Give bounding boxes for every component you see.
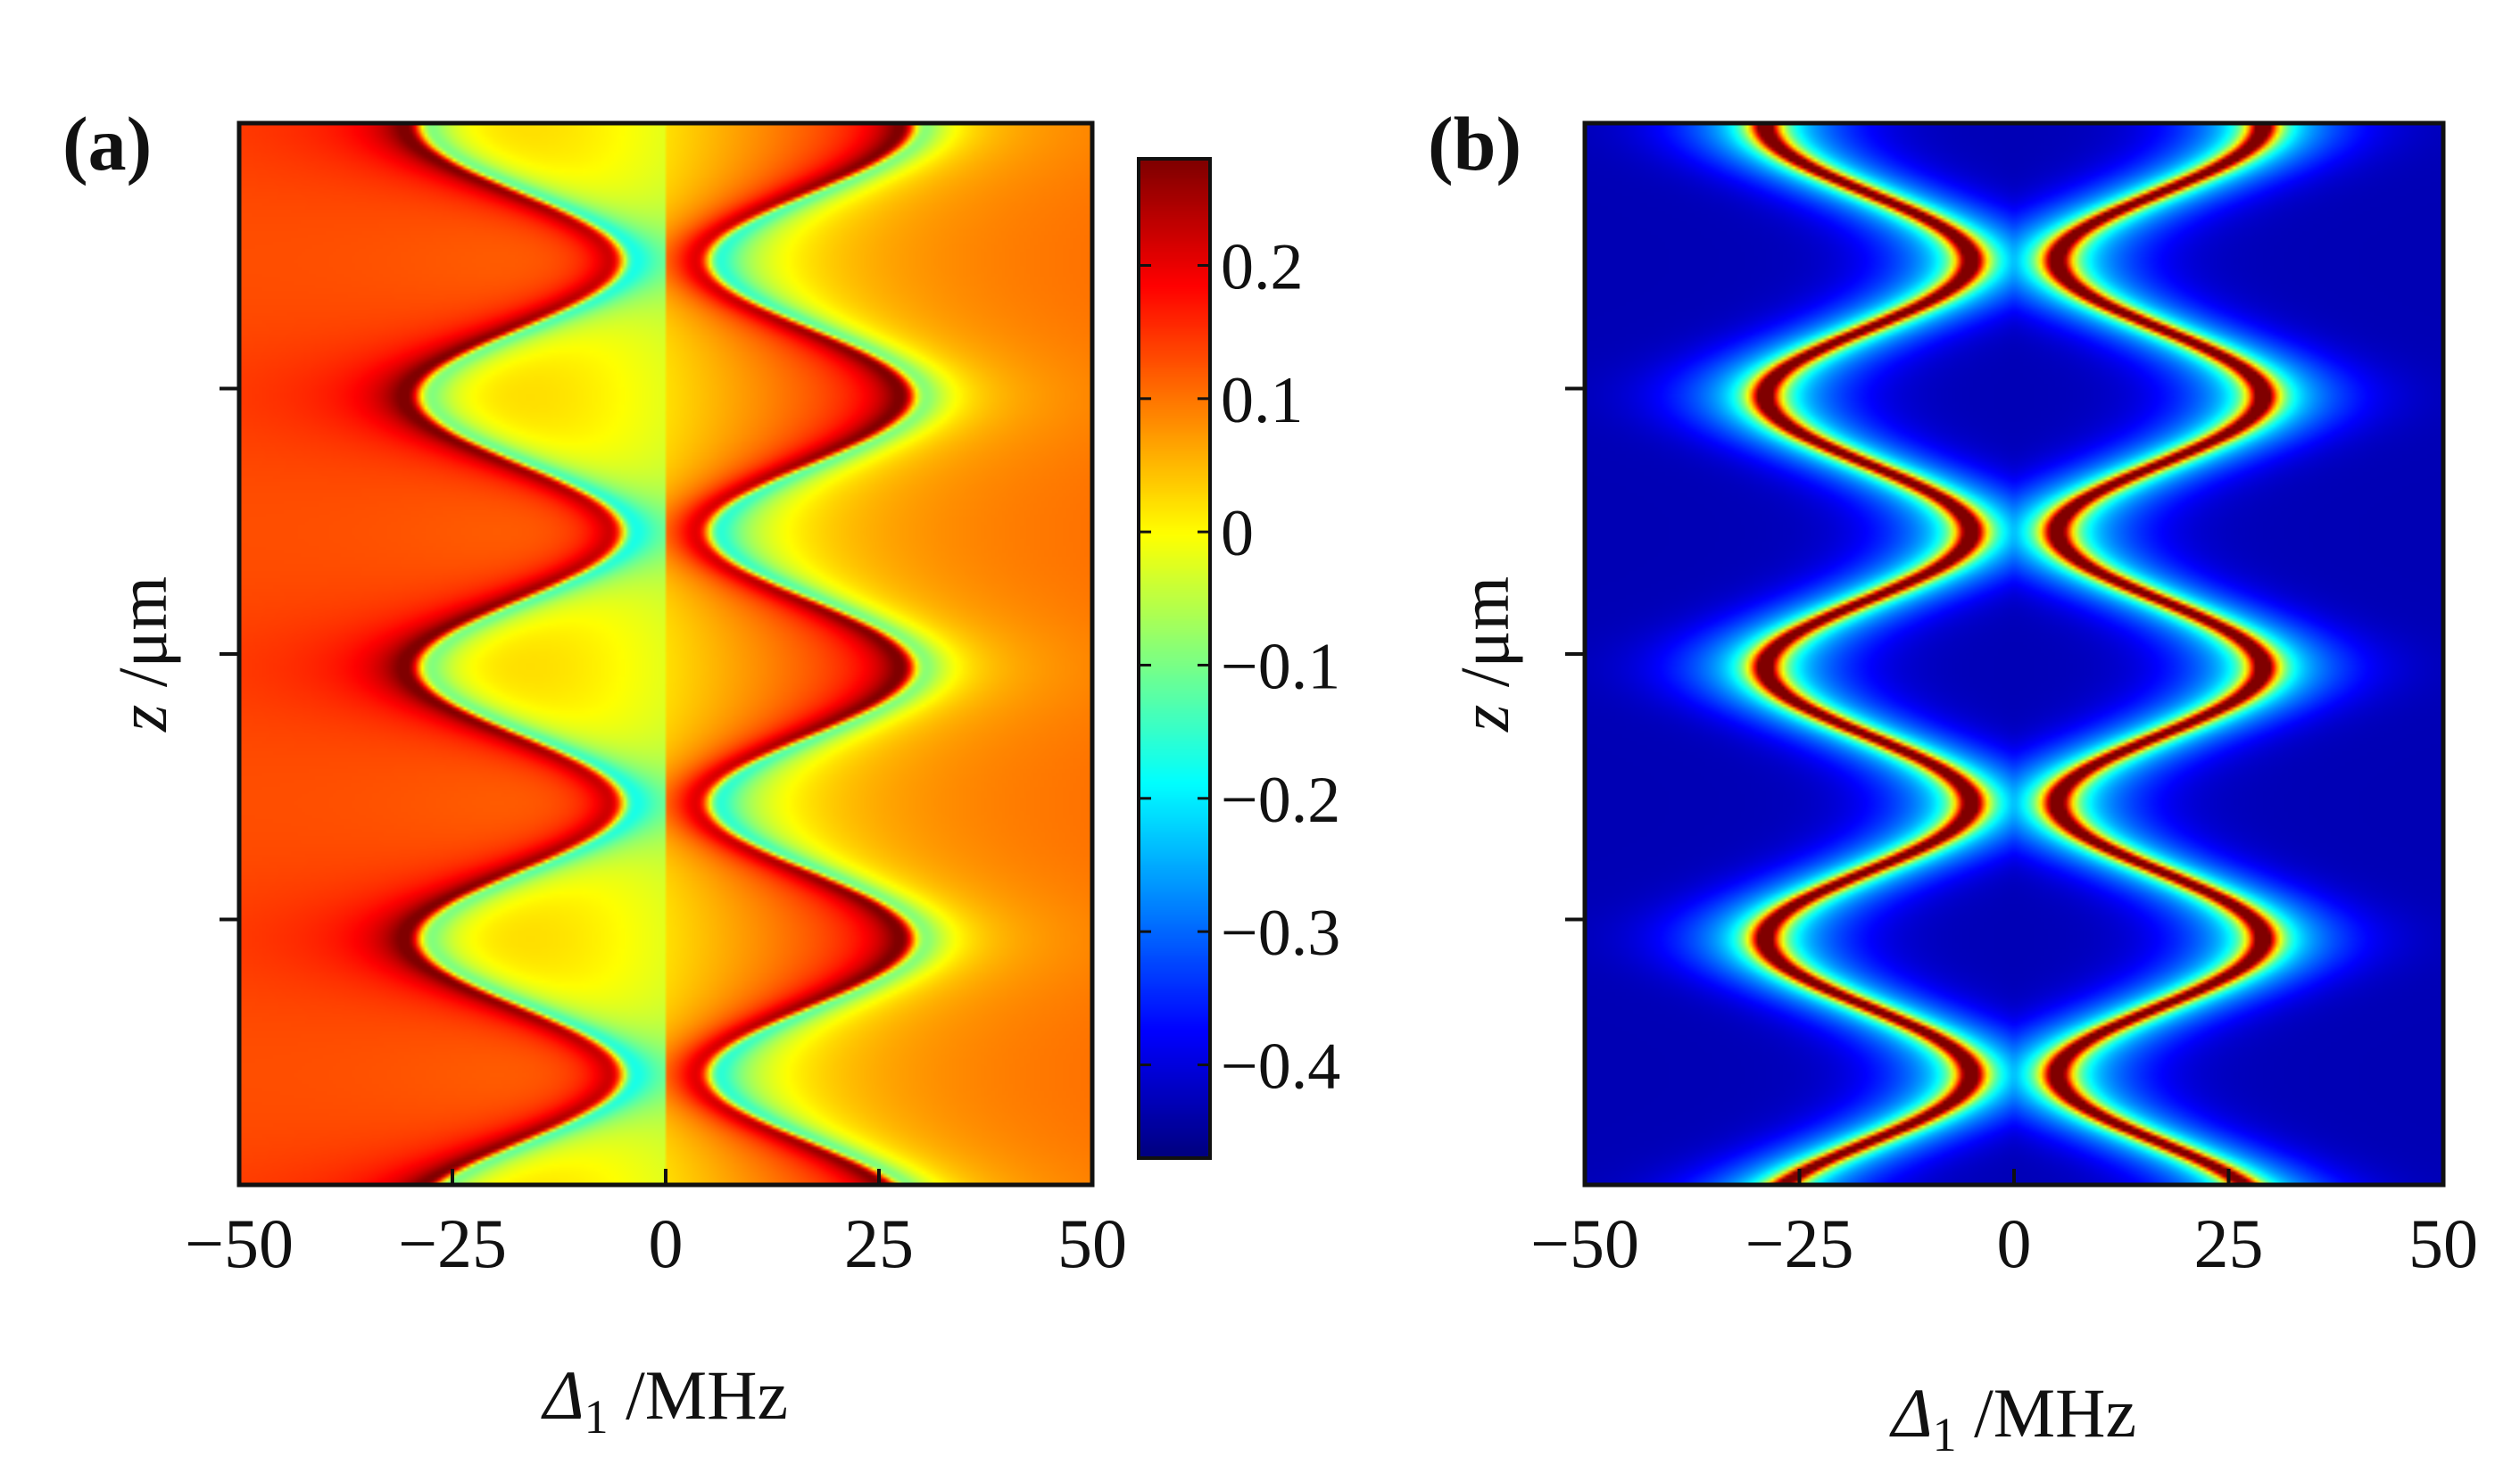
colorbar-tick-label: 0 <box>1221 497 1254 570</box>
colorbar-tick-label: 0.2 <box>1221 230 1304 303</box>
panel-a-x-label: Δ1 /MHz <box>541 1356 788 1444</box>
x-tick-label: 0 <box>649 1205 684 1282</box>
x-tick-label: 50 <box>1057 1205 1127 1282</box>
colorbar-tick-label: −0.1 <box>1221 630 1340 703</box>
colorbar: 0.2 0.1 0 −0.1 −0.2 −0.3 −0.4 <box>1137 157 1340 1160</box>
panel-a-y-label: z /μm <box>104 576 181 733</box>
colorbar-ticks: 0.2 0.1 0 −0.1 −0.2 −0.3 −0.4 <box>1139 230 1340 1103</box>
x-tick-label: −50 <box>1530 1205 1639 1282</box>
panel-b-y-axis <box>1565 386 1585 922</box>
x-tick-label: 25 <box>2194 1205 2264 1282</box>
x-tick-label: 50 <box>2408 1205 2478 1282</box>
x-tick-label: −50 <box>185 1205 294 1282</box>
heatmap-a <box>239 123 1092 1185</box>
x-tick-label: −25 <box>398 1205 507 1282</box>
colorbar-gradient <box>1139 159 1210 1158</box>
x-tick-label: 0 <box>1997 1205 2032 1282</box>
colorbar-tick-label: −0.3 <box>1221 897 1340 970</box>
colorbar-tick-label: −0.4 <box>1221 1030 1340 1103</box>
x-tick-label: −25 <box>1745 1205 1854 1282</box>
panel-a: (a) −50 −25 0 25 50 Δ1 /MHz z /μm <box>62 101 1127 1444</box>
colorbar-tick-label: 0.1 <box>1221 364 1304 437</box>
panel-a-label: (a) <box>62 101 152 186</box>
heatmap-b <box>1585 123 2443 1185</box>
panel-a-x-axis: −50 −25 0 25 50 <box>185 1169 1127 1282</box>
x-tick-label: 25 <box>844 1205 914 1282</box>
panel-a-y-axis <box>220 386 239 922</box>
panel-b-label: (b) <box>1428 101 1521 186</box>
panel-b: (b) −50 −25 0 25 50 Δ1 /MHz z /μm <box>1428 101 2478 1457</box>
panel-b-y-label: z /μm <box>1446 576 1523 733</box>
panel-b-x-label: Δ1 /MHz <box>1889 1374 2136 1457</box>
panel-b-x-axis: −50 −25 0 25 50 <box>1530 1169 2478 1282</box>
colorbar-frame <box>1137 157 1212 1160</box>
colorbar-tick-label: −0.2 <box>1221 764 1340 837</box>
